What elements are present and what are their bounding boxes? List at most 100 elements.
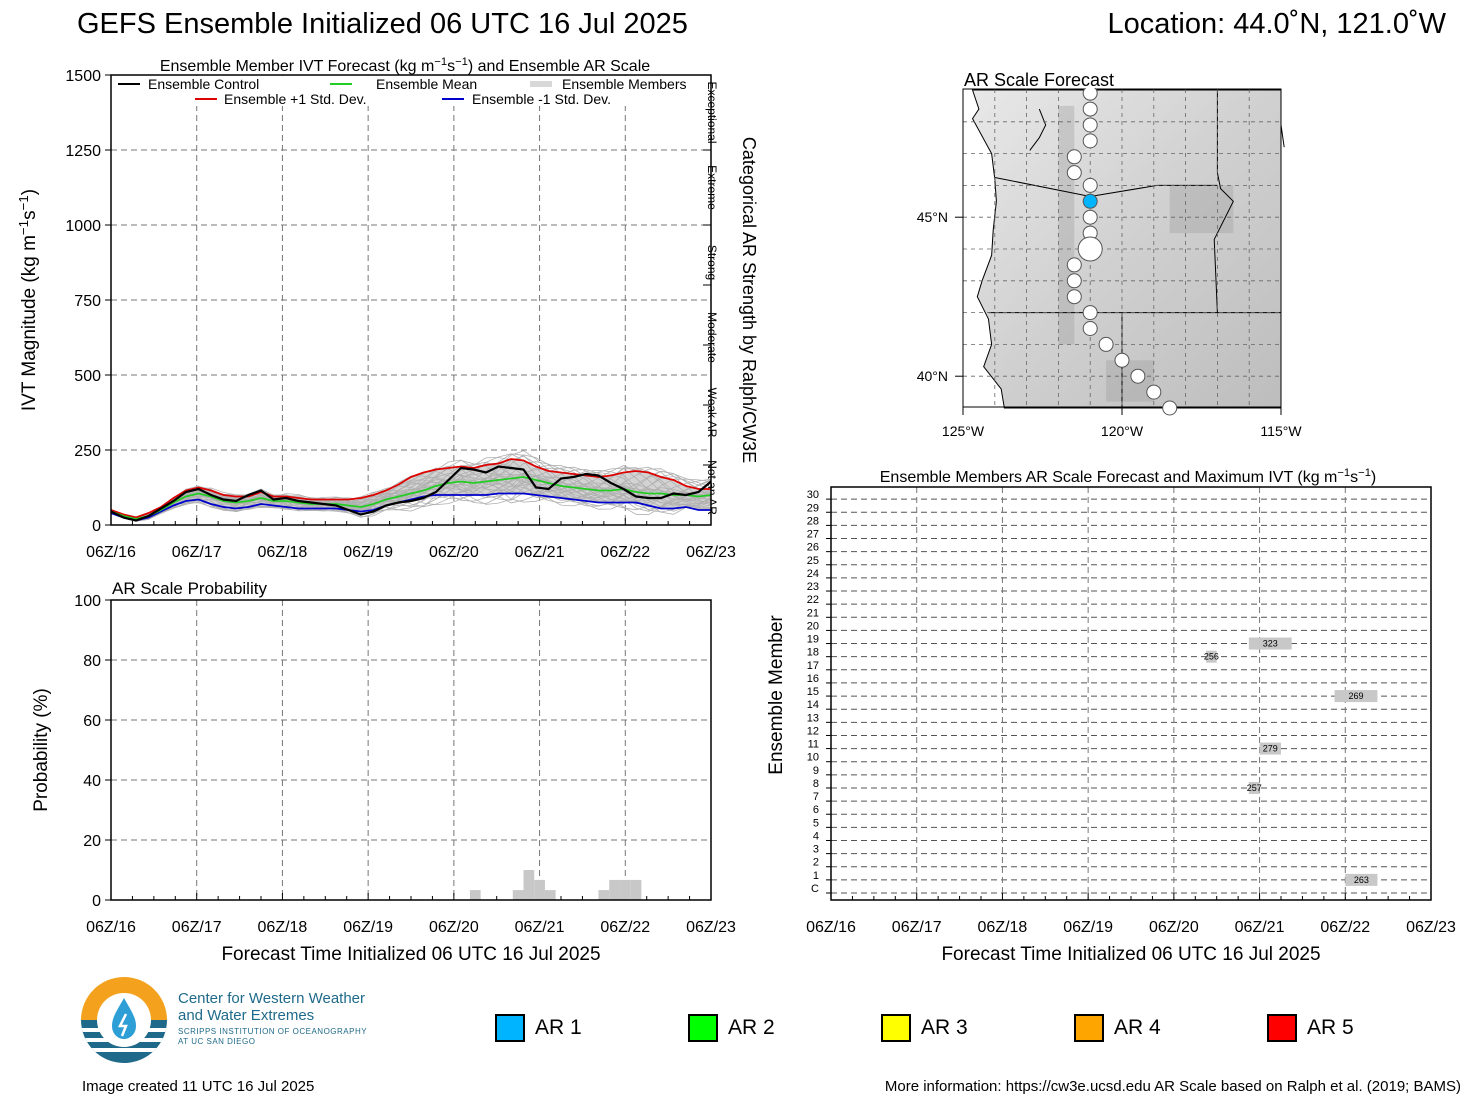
member-label: 22 bbox=[807, 594, 819, 606]
member-ivt-bar bbox=[1334, 690, 1378, 703]
ivt-ytick-label: 250 bbox=[74, 443, 101, 460]
prob-ytick-label: 60 bbox=[83, 713, 101, 730]
ivt-member-line bbox=[110, 472, 712, 522]
member-ivt-bar bbox=[1345, 873, 1378, 886]
member-xtick-label: 06Z/23 bbox=[1406, 919, 1456, 936]
ivt-right-label: Categorical AR Strength by Ralph/CW3E bbox=[739, 137, 759, 463]
members-chart: C123456789101112131415161718192021222324… bbox=[766, 467, 1456, 965]
prob-bar bbox=[598, 890, 610, 900]
map-track-point bbox=[1066, 165, 1082, 181]
prob-xtick-label: 06Z/17 bbox=[172, 919, 222, 936]
member-max-ivt-label: 256 bbox=[1204, 652, 1219, 662]
cw3e-logo bbox=[81, 977, 167, 1063]
ar2-label: AR 2 bbox=[728, 1016, 775, 1039]
member-label: 27 bbox=[807, 529, 819, 541]
prob-frame bbox=[110, 599, 712, 901]
ivt-xtick-label: 06Z/20 bbox=[429, 544, 479, 561]
member-label: 24 bbox=[807, 568, 819, 580]
ivt-category-label: Strong bbox=[705, 245, 719, 280]
member-max-ivt-label: 323 bbox=[1263, 639, 1278, 649]
member-label: 14 bbox=[807, 699, 819, 711]
footer-info: More information: https://cw3e.ucsd.edu … bbox=[884, 1078, 1461, 1095]
ivt-xtick-label: 06Z/22 bbox=[600, 544, 650, 561]
logo-line-1: Center for Western Weather bbox=[178, 990, 366, 1007]
prob-xtick-label: 06Z/18 bbox=[258, 919, 308, 936]
member-label: 23 bbox=[807, 581, 819, 593]
member-label: 10 bbox=[807, 752, 819, 764]
ivt-member-line bbox=[110, 475, 712, 520]
member-max-ivt-label: 269 bbox=[1348, 691, 1363, 701]
ar3-swatch bbox=[881, 1014, 911, 1042]
map-track-point bbox=[1162, 400, 1178, 416]
ivt-series-control bbox=[110, 465, 712, 522]
prob-ytick-label: 20 bbox=[83, 833, 101, 850]
ivt-chart: 0 250 500 750 1000 1250 1500 06Z/16 06Z/17 06Z/18… bbox=[16, 56, 760, 561]
ivt-xtick-label: 06Z/18 bbox=[258, 544, 308, 561]
prob-bar bbox=[630, 879, 642, 900]
member-label: 18 bbox=[807, 647, 819, 659]
ivt-frame bbox=[110, 74, 712, 526]
legend-ar5: AR 5 bbox=[1267, 1012, 1354, 1044]
member-xtick-label: 06Z/21 bbox=[1235, 919, 1285, 936]
map-track-point bbox=[1082, 117, 1098, 133]
member-label: 7 bbox=[813, 791, 819, 803]
ivt-xtick-label: 06Z/19 bbox=[343, 544, 393, 561]
ivt-legend-bg bbox=[112, 76, 694, 106]
member-label: 19 bbox=[807, 634, 819, 646]
logo-text: Center for Western Weather and Water Ext… bbox=[178, 990, 367, 1047]
member-label: C bbox=[811, 883, 819, 895]
member-xtick-label: 06Z/17 bbox=[892, 919, 942, 936]
ivt-member-line bbox=[110, 468, 712, 520]
ivt-category-label: Moderate bbox=[705, 312, 719, 363]
prob-bar bbox=[544, 890, 556, 900]
member-label: 9 bbox=[813, 765, 819, 777]
map-puget-sound bbox=[1029, 108, 1047, 151]
prob-bar bbox=[469, 890, 481, 900]
member-xtick-label: 06Z/16 bbox=[806, 919, 856, 936]
member-label: 20 bbox=[807, 620, 819, 632]
ivt-member-line bbox=[110, 470, 712, 519]
ar1-label: AR 1 bbox=[535, 1016, 582, 1039]
member-label: 6 bbox=[813, 804, 819, 816]
page-title: GEFS Ensemble Initialized 06 UTC 16 Jul … bbox=[77, 8, 688, 40]
ivt-member-line bbox=[110, 468, 712, 518]
map-track-point bbox=[1146, 384, 1162, 400]
ivt-member-line bbox=[110, 455, 712, 518]
member-label: 11 bbox=[808, 739, 819, 751]
prob-xtick-label: 06Z/21 bbox=[515, 919, 565, 936]
ar-map: 125°W 120°W 115°W 45°N 40°N AR Scale Forecast bbox=[917, 68, 1302, 439]
ivt-xtick-label: 06Z/16 bbox=[86, 544, 136, 561]
members-xlabel: Forecast Time Initialized 06 UTC 16 Jul … bbox=[941, 944, 1320, 965]
map-track-point bbox=[1066, 257, 1082, 273]
prob-ytick-label: 40 bbox=[83, 773, 101, 790]
prob-xlabel: Forecast Time Initialized 06 UTC 16 Jul … bbox=[221, 944, 600, 965]
member-label: 30 bbox=[807, 489, 819, 501]
map-track-point bbox=[1066, 289, 1082, 305]
map-lat-label: 45°N bbox=[917, 209, 948, 225]
ar1-swatch bbox=[495, 1014, 525, 1042]
ivt-xtick-label: 06Z/17 bbox=[172, 544, 222, 561]
ivt-series-plus1 bbox=[110, 458, 711, 519]
map-track-point bbox=[1066, 273, 1082, 289]
member-xtick-label: 06Z/22 bbox=[1320, 919, 1370, 936]
member-label: 21 bbox=[807, 607, 819, 619]
member-label: 2 bbox=[813, 857, 819, 869]
member-ivt-bar bbox=[1248, 637, 1292, 650]
map-track-point bbox=[1082, 133, 1098, 149]
map-track-point bbox=[1114, 352, 1130, 368]
member-label: 16 bbox=[807, 673, 819, 685]
logo-line-4: AT UC SAN DIEGO bbox=[178, 1037, 256, 1046]
legend-ar2: AR 2 bbox=[688, 1012, 775, 1044]
member-label: 13 bbox=[807, 712, 819, 724]
prob-ytick-label: 100 bbox=[74, 593, 101, 610]
ivt-legend: Ensemble Control Ensemble Mean Ensemble Me… bbox=[112, 76, 694, 107]
prob-bar bbox=[534, 879, 545, 900]
map-track-point bbox=[1082, 321, 1098, 336]
member-label: 4 bbox=[813, 830, 819, 842]
ivt-member-line bbox=[110, 467, 712, 521]
prob-xtick-label: 06Z/16 bbox=[86, 919, 136, 936]
prob-title: AR Scale Probability bbox=[112, 579, 267, 598]
prob-xtick-label: 06Z/19 bbox=[343, 919, 393, 936]
map-track-point bbox=[1130, 368, 1146, 384]
map-terrain-patch bbox=[1058, 105, 1075, 345]
